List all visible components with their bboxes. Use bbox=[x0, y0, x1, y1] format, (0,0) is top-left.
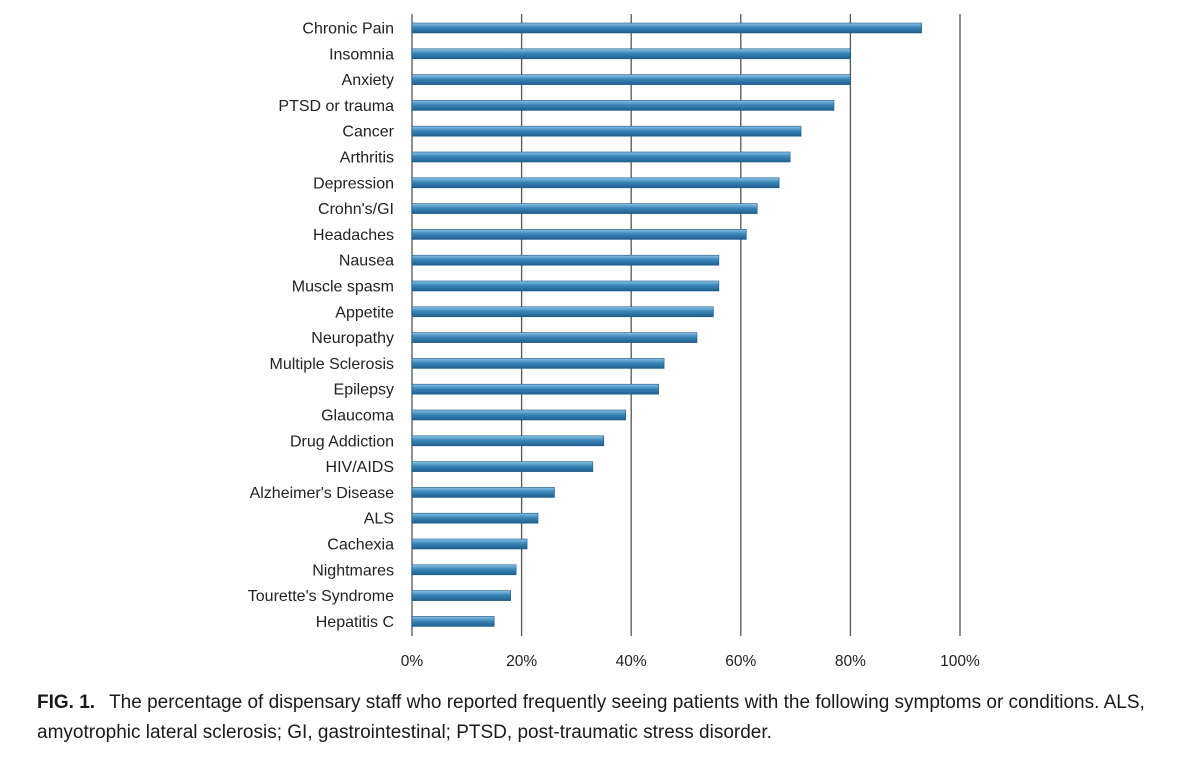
bar bbox=[411, 487, 555, 498]
bar bbox=[411, 564, 517, 576]
bar-chart: 0% 20% 40% 60% 80% 100% Chronic Pain Insomnia An… bbox=[248, 14, 980, 670]
category-label: Chronic Pain bbox=[302, 21, 394, 38]
bar bbox=[411, 280, 720, 292]
category-label: ALS bbox=[364, 511, 394, 528]
category-label: Depression bbox=[313, 175, 394, 192]
bar bbox=[411, 254, 720, 266]
bar bbox=[411, 74, 851, 85]
category-label: Nightmares bbox=[312, 562, 394, 579]
category-label: Nausea bbox=[339, 253, 394, 270]
bar bbox=[411, 616, 495, 627]
bar bbox=[411, 590, 511, 601]
category-label: Appetite bbox=[335, 304, 394, 321]
figure-label: FIG. 1. bbox=[37, 692, 96, 713]
x-tick-label: 80% bbox=[835, 653, 866, 670]
category-label: Insomnia bbox=[329, 46, 394, 63]
category-label: Crohn's/GI bbox=[318, 201, 394, 218]
bar bbox=[411, 358, 665, 369]
figure-caption-text: The percentage of dispensary staff who r… bbox=[37, 692, 1145, 743]
bar bbox=[411, 151, 791, 163]
bar bbox=[411, 100, 835, 111]
category-label: Alzheimer's Disease bbox=[250, 485, 395, 502]
category-label: Hepatitis C bbox=[316, 614, 394, 631]
category-label: PTSD or trauma bbox=[278, 98, 394, 115]
x-tick-label: 20% bbox=[506, 653, 537, 670]
bar bbox=[411, 409, 627, 421]
category-label: Muscle spasm bbox=[292, 279, 394, 296]
x-tick-label: 60% bbox=[725, 653, 756, 670]
bar bbox=[411, 461, 594, 472]
category-label: Anxiety bbox=[342, 72, 394, 89]
bar bbox=[411, 22, 922, 34]
x-tick-label: 100% bbox=[940, 653, 980, 670]
category-label: Cancer bbox=[342, 124, 394, 141]
category-label: Arthritis bbox=[340, 150, 394, 167]
bar bbox=[411, 332, 698, 343]
category-label: Neuropathy bbox=[311, 330, 394, 347]
x-tick-label: 40% bbox=[616, 653, 647, 670]
category-label: HIV/AIDS bbox=[326, 459, 394, 476]
figure-caption: FIG. 1. The percentage of dispensary staf… bbox=[37, 688, 1167, 748]
bar bbox=[411, 435, 605, 447]
bar bbox=[411, 125, 802, 137]
category-label: Drug Addiction bbox=[290, 433, 394, 450]
bar bbox=[411, 383, 659, 395]
category-label: Multiple Sclerosis bbox=[270, 356, 394, 373]
bar bbox=[411, 177, 780, 189]
category-label: Glaucoma bbox=[321, 408, 394, 425]
category-label: Epilepsy bbox=[334, 382, 394, 399]
category-label: Tourette's Syndrome bbox=[248, 588, 394, 605]
category-label: Cachexia bbox=[327, 537, 394, 554]
bar bbox=[411, 229, 747, 240]
bar bbox=[411, 48, 851, 60]
bar bbox=[411, 512, 539, 524]
category-label: Headaches bbox=[313, 227, 394, 244]
x-tick-label: 0% bbox=[401, 653, 424, 670]
bar bbox=[411, 306, 714, 318]
bar bbox=[411, 538, 528, 550]
bar bbox=[411, 203, 758, 214]
